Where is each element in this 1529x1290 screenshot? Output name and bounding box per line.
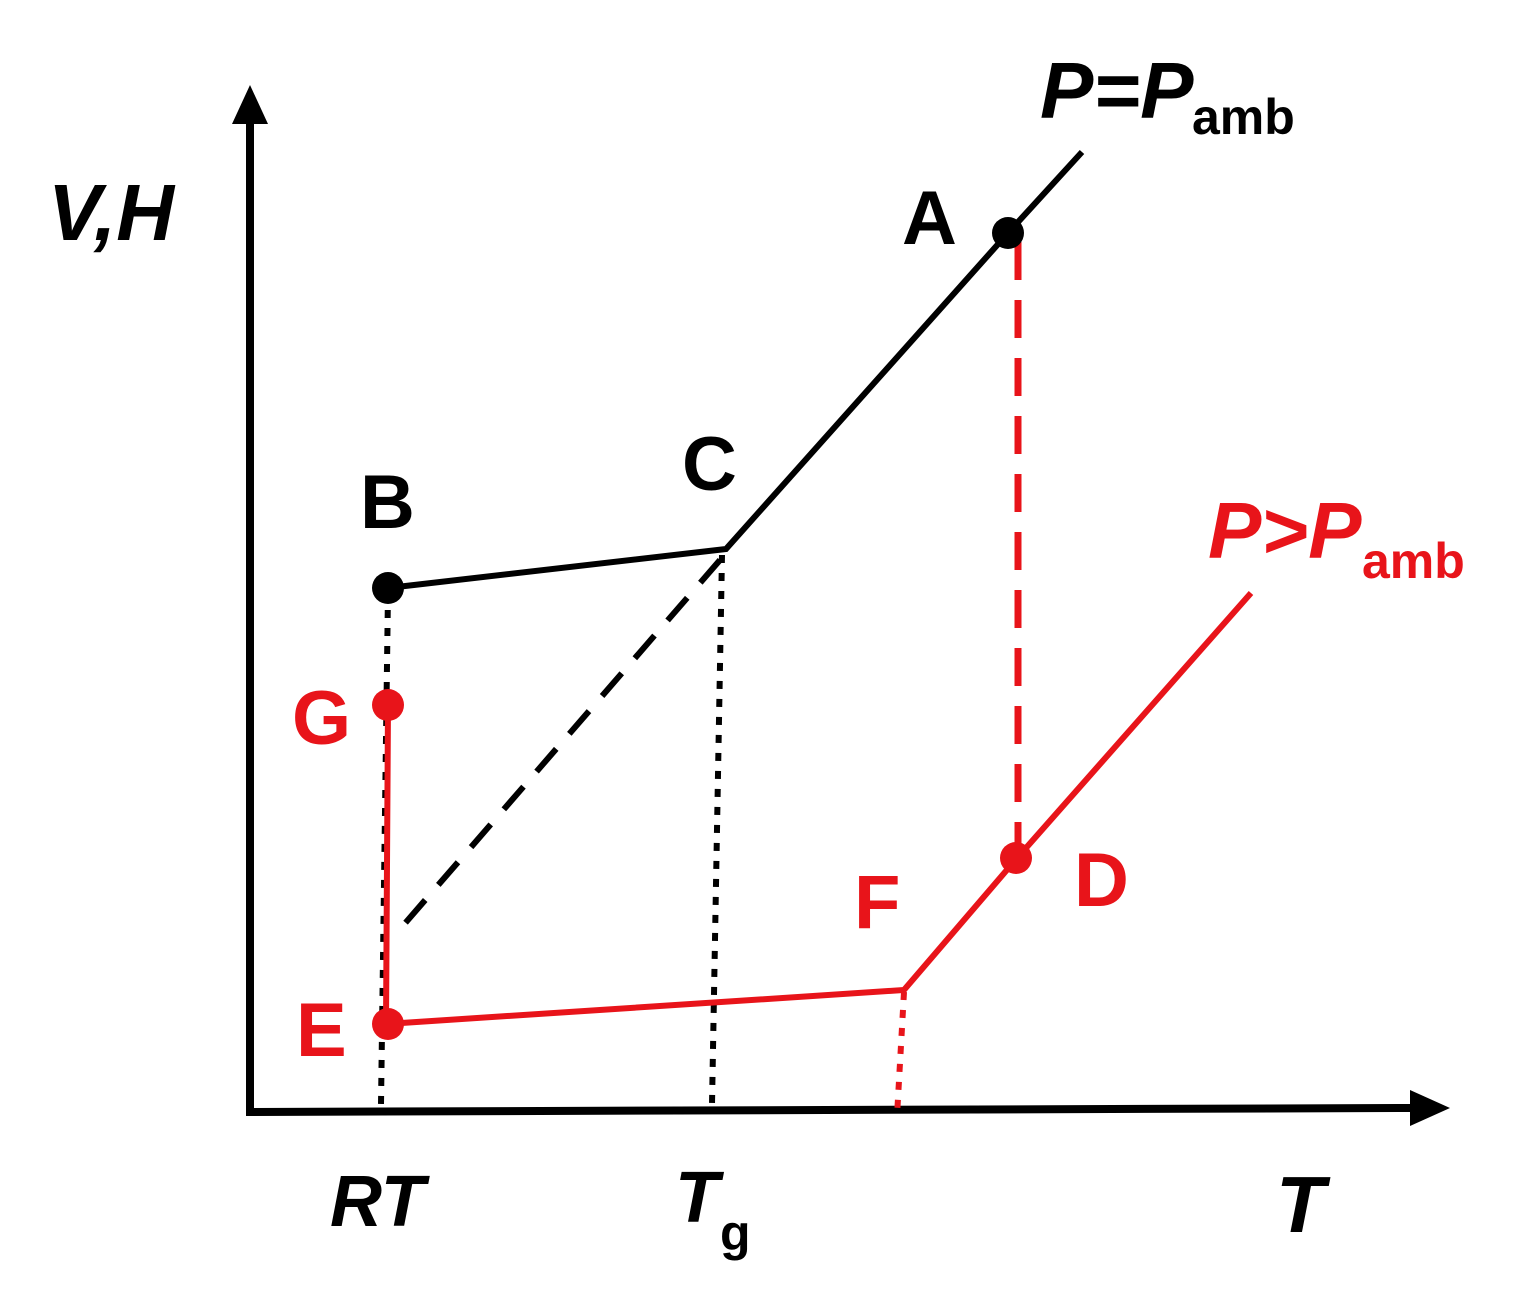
elevated-pressure-curve	[382, 591, 1254, 1028]
point-b-marker	[372, 572, 404, 604]
elevated-curve-label: P>P	[1208, 486, 1362, 575]
tick-label-rt: RT	[330, 1162, 431, 1242]
point-f-label: F	[854, 860, 900, 945]
point-d-marker	[1000, 842, 1032, 874]
x-axis	[245, 1104, 1413, 1116]
point-a-marker	[992, 217, 1024, 249]
y-axis-arrowhead	[232, 85, 268, 124]
tick-label-tg: T	[675, 1158, 725, 1238]
point-a-label: A	[902, 176, 957, 261]
ambient-curve-label: P=P	[1040, 46, 1194, 135]
point-e-marker	[372, 1008, 404, 1040]
x-axis-label: T	[1276, 1160, 1331, 1249]
point-e-label: E	[296, 988, 347, 1073]
point-d-label: D	[1074, 838, 1129, 923]
elevated-curve-label-subscript: amb	[1362, 533, 1465, 589]
drop-line-f	[894, 991, 907, 1117]
point-c-label: C	[682, 422, 737, 507]
glass-extrapolation-line	[391, 558, 723, 938]
y-axis-label: V,H	[48, 168, 176, 257]
ambient-pressure-curve	[387, 149, 1085, 591]
ambient-curve-label-subscript: amb	[1192, 89, 1295, 145]
x-axis-arrowhead	[1410, 1090, 1450, 1126]
point-g-label: G	[292, 676, 351, 761]
point-b-label: B	[360, 460, 415, 545]
drop-line-tg	[709, 554, 725, 1105]
point-g-marker	[372, 689, 404, 721]
tick-label-tg-subscript: g	[720, 1205, 751, 1261]
